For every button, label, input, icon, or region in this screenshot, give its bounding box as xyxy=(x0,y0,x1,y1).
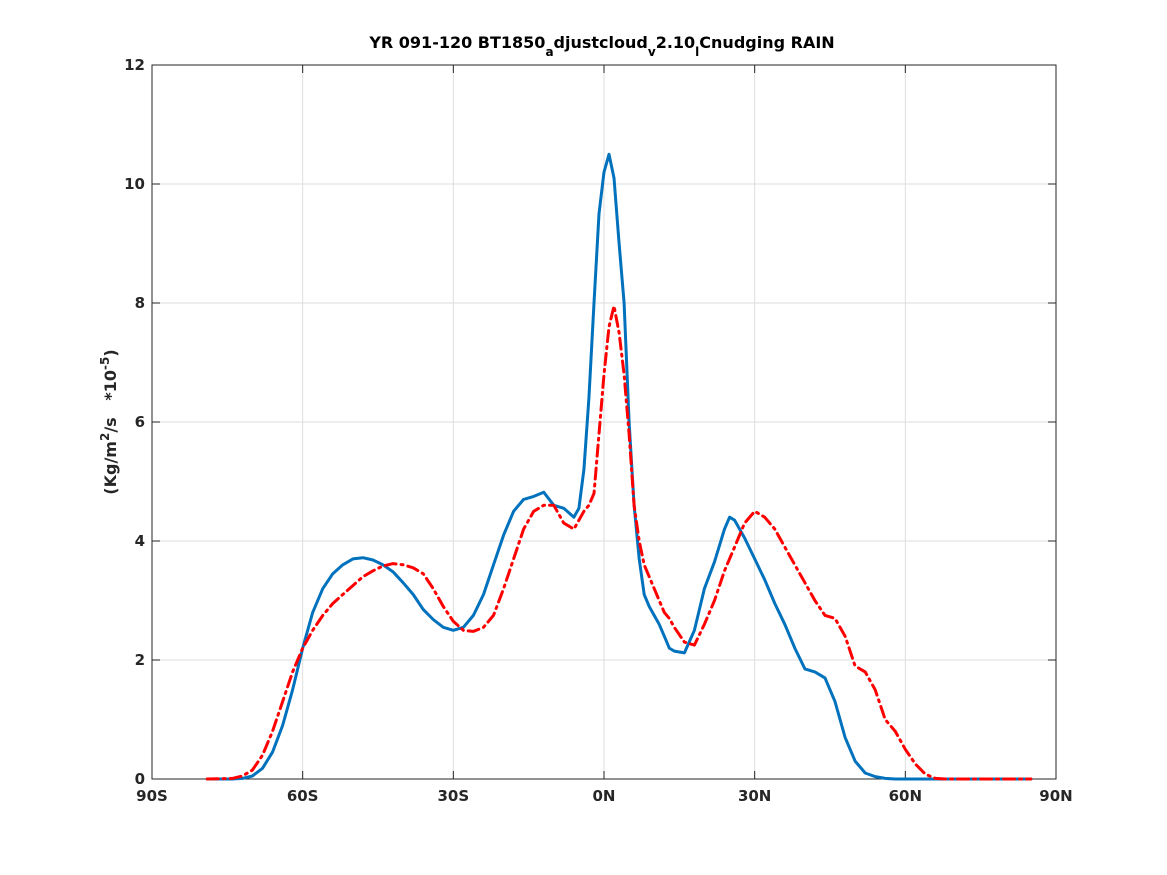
x-tick-label: 30N xyxy=(738,787,771,805)
chart-title-part: YR 091-120 BT1850 xyxy=(368,33,545,52)
series-line-1 xyxy=(205,152,1033,781)
y-tick-label: 6 xyxy=(135,413,145,431)
chart-title: YR 091-120 BT1850adjustcloudv2.10lCnudgi… xyxy=(368,33,834,59)
x-axis-tick-labels: 90S 60S 30S 0N 30N 60N 90N xyxy=(136,787,1073,805)
x-tick-label: 60S xyxy=(287,787,319,805)
y-axis-label-superscript: 2 xyxy=(98,433,112,441)
y-tick-label: 8 xyxy=(135,294,145,312)
x-tick-label: 0N xyxy=(593,787,616,805)
y-axis-tick-labels: 0 2 4 6 8 10 12 xyxy=(124,56,145,788)
y-tick-label: 4 xyxy=(135,532,145,550)
y-axis-label-part: (Kg/m xyxy=(101,441,120,495)
x-tick-label: 90N xyxy=(1039,787,1072,805)
y-tick-label: 10 xyxy=(124,175,145,193)
chart-title-part: Cnudging RAIN xyxy=(699,33,834,52)
chart-title-part: djustcloud xyxy=(554,33,648,52)
axis-ticks xyxy=(151,64,1057,780)
chart-title-subscript: a xyxy=(545,45,553,59)
x-tick-label: 30S xyxy=(437,787,469,805)
y-axis-label-part: ) xyxy=(101,349,120,356)
y-axis-label: (Kg/m2/s *10-5) xyxy=(98,349,120,494)
x-tick-label: 90S xyxy=(136,787,168,805)
series-line-2 xyxy=(205,304,1033,781)
y-tick-label: 12 xyxy=(124,56,145,74)
chart-title-subscript: v xyxy=(648,45,656,59)
y-axis-label-superscript: -5 xyxy=(98,357,112,370)
y-tick-label: 2 xyxy=(135,651,145,669)
y-tick-label: 0 xyxy=(135,770,145,788)
x-tick-label: 60N xyxy=(889,787,922,805)
data-series xyxy=(205,152,1033,781)
chart-title-part: 2.10 xyxy=(656,33,695,52)
y-axis-label-part: /s *10 xyxy=(101,370,120,433)
chart-title-subscript: l xyxy=(695,45,699,59)
